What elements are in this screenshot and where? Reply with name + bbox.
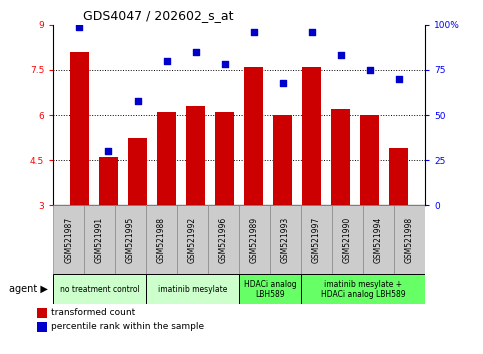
Text: GSM521993: GSM521993 — [281, 217, 290, 263]
Bar — [360, 115, 379, 205]
Bar — [302, 67, 321, 205]
Bar — [363, 205, 394, 274]
Text: GDS4047 / 202602_s_at: GDS4047 / 202602_s_at — [83, 9, 233, 22]
Text: GSM521990: GSM521990 — [343, 217, 352, 263]
Point — [395, 76, 402, 82]
Bar — [331, 109, 350, 205]
Bar — [146, 274, 239, 304]
Bar — [53, 274, 146, 304]
Bar — [273, 115, 292, 205]
Text: agent ▶: agent ▶ — [10, 284, 48, 295]
Point — [192, 49, 199, 55]
Bar — [389, 148, 408, 205]
Bar — [38, 308, 47, 318]
Point — [105, 148, 113, 154]
Text: GSM521988: GSM521988 — [157, 217, 166, 263]
Text: GSM521997: GSM521997 — [312, 217, 321, 263]
Bar — [332, 205, 363, 274]
Bar — [186, 106, 205, 205]
Point — [221, 62, 228, 67]
Text: GSM521995: GSM521995 — [126, 217, 135, 263]
Bar — [208, 205, 239, 274]
Bar — [270, 205, 301, 274]
Point — [76, 24, 84, 29]
Point — [308, 29, 315, 35]
Text: imatinib mesylate: imatinib mesylate — [158, 285, 227, 294]
Bar — [84, 205, 115, 274]
Point — [279, 80, 286, 85]
Bar — [99, 157, 118, 205]
Text: transformed count: transformed count — [51, 308, 136, 317]
Point — [366, 67, 373, 73]
Text: GSM521998: GSM521998 — [405, 217, 414, 263]
Bar — [157, 112, 176, 205]
Bar — [394, 205, 425, 274]
Text: imatinib mesylate +
HDACi analog LBH589: imatinib mesylate + HDACi analog LBH589 — [321, 280, 405, 299]
Bar — [53, 205, 84, 274]
Text: GSM521987: GSM521987 — [64, 217, 73, 263]
Bar — [38, 322, 47, 332]
Bar — [239, 274, 301, 304]
Text: GSM521989: GSM521989 — [250, 217, 259, 263]
Point — [250, 29, 257, 35]
Text: HDACi analog
LBH589: HDACi analog LBH589 — [244, 280, 297, 299]
Bar — [115, 205, 146, 274]
Text: no treatment control: no treatment control — [60, 285, 140, 294]
Text: GSM521992: GSM521992 — [188, 217, 197, 263]
Bar — [146, 205, 177, 274]
Text: GSM521996: GSM521996 — [219, 217, 228, 263]
Text: GSM521994: GSM521994 — [374, 217, 383, 263]
Bar — [301, 274, 425, 304]
Bar — [215, 112, 234, 205]
Bar — [239, 205, 270, 274]
Bar — [177, 205, 208, 274]
Bar — [70, 52, 89, 205]
Bar — [244, 67, 263, 205]
Point — [337, 53, 344, 58]
Text: percentile rank within the sample: percentile rank within the sample — [51, 322, 204, 331]
Point — [134, 98, 142, 103]
Bar — [301, 205, 332, 274]
Text: GSM521991: GSM521991 — [95, 217, 104, 263]
Point — [163, 58, 170, 64]
Bar — [128, 138, 147, 205]
